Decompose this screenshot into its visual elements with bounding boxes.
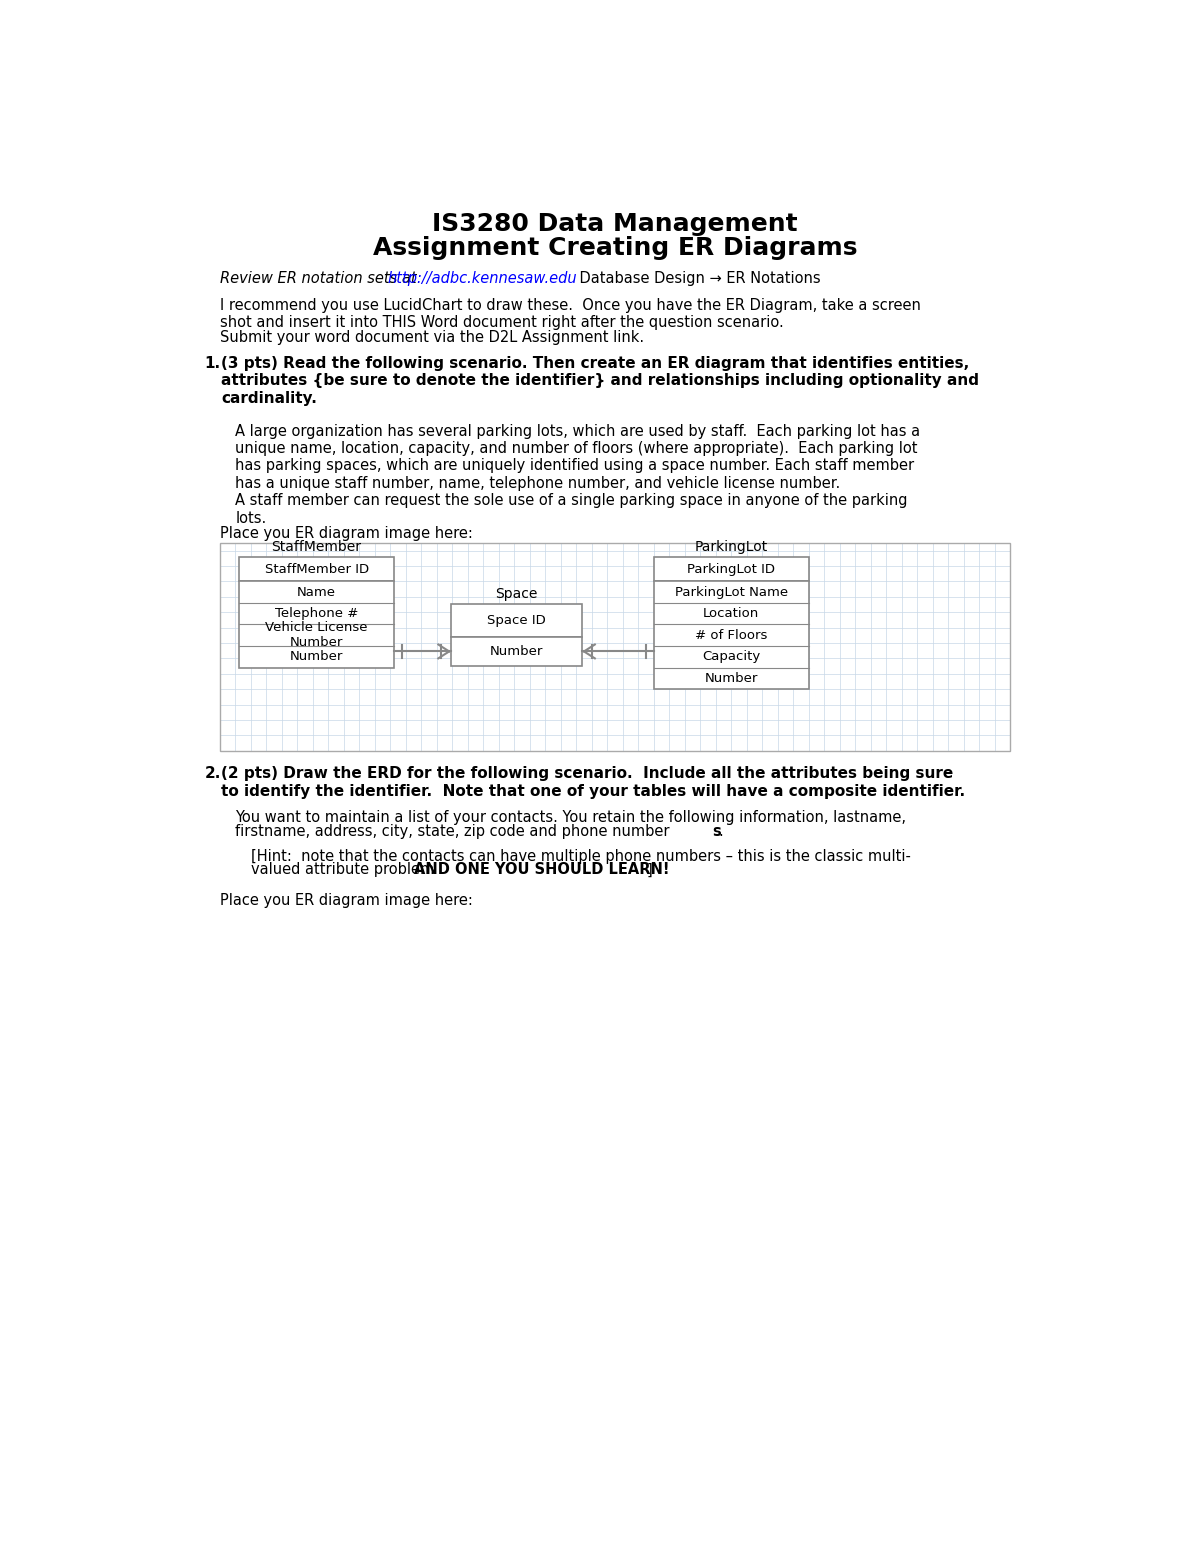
Text: (3 pts) Read the following scenario. Then create an ER diagram that identifies e: (3 pts) Read the following scenario. The… — [221, 356, 979, 405]
Text: # of Floors: # of Floors — [695, 629, 768, 641]
Bar — [239, 581, 394, 668]
Text: You want to maintain a list of your contacts. You retain the following informati: You want to maintain a list of your cont… — [235, 811, 906, 825]
Text: StaffMember ID: StaffMember ID — [264, 562, 368, 576]
Bar — [654, 581, 809, 690]
Text: ]: ] — [647, 862, 653, 877]
Bar — [220, 544, 1010, 750]
Text: [Hint:  note that the contacts can have multiple phone numbers – this is the cla: [Hint: note that the contacts can have m… — [251, 848, 911, 863]
Text: Number: Number — [290, 651, 343, 663]
Text: Location: Location — [703, 607, 760, 620]
Text: ParkingLot ID: ParkingLot ID — [688, 562, 775, 576]
Text: Name: Name — [298, 585, 336, 598]
Bar — [239, 556, 394, 581]
Text: valued attribute problem: valued attribute problem — [251, 862, 439, 877]
Text: Place you ER diagram image here:: Place you ER diagram image here: — [220, 526, 473, 540]
Text: Place you ER diagram image here:: Place you ER diagram image here: — [220, 893, 473, 909]
Text: ParkingLot Name: ParkingLot Name — [674, 585, 788, 598]
Text: http://adbc.kennesaw.edu: http://adbc.kennesaw.edu — [388, 272, 577, 286]
Text: Review ER notation sets at: Review ER notation sets at — [220, 272, 421, 286]
Bar — [451, 604, 582, 637]
Text: Vehicle License
Number: Vehicle License Number — [265, 621, 368, 649]
Text: s: s — [713, 825, 721, 839]
Text: 2.: 2. — [204, 766, 221, 781]
Text: Space: Space — [496, 587, 538, 601]
Bar — [451, 637, 582, 666]
Text: Database Design → ER Notations: Database Design → ER Notations — [560, 272, 821, 286]
Text: Assignment Creating ER Diagrams: Assignment Creating ER Diagrams — [373, 236, 857, 261]
Text: IS3280 Data Management: IS3280 Data Management — [432, 211, 798, 236]
Text: ParkingLot: ParkingLot — [695, 540, 768, 554]
Text: A large organization has several parking lots, which are used by staff.  Each pa: A large organization has several parking… — [235, 424, 920, 525]
Text: Number: Number — [704, 672, 758, 685]
Text: StaffMember: StaffMember — [271, 540, 361, 554]
Text: Space ID: Space ID — [487, 613, 546, 627]
Text: Number: Number — [490, 644, 544, 658]
Text: Submit your word document via the D2L Assignment link.: Submit your word document via the D2L As… — [220, 331, 644, 345]
Text: Capacity: Capacity — [702, 651, 761, 663]
Bar — [654, 556, 809, 581]
Text: 1.: 1. — [204, 356, 221, 371]
Text: Telephone #: Telephone # — [275, 607, 359, 620]
Text: I recommend you use LucidChart to draw these.  Once you have the ER Diagram, tak: I recommend you use LucidChart to draw t… — [220, 298, 920, 331]
Text: AND ONE YOU SHOULD LEARN!: AND ONE YOU SHOULD LEARN! — [414, 862, 670, 877]
Text: firstname, address, city, state, zip code and phone number: firstname, address, city, state, zip cod… — [235, 825, 670, 839]
Text: (2 pts) Draw the ERD for the following scenario.  Include all the attributes bei: (2 pts) Draw the ERD for the following s… — [221, 766, 966, 798]
Text: .: . — [719, 825, 724, 839]
